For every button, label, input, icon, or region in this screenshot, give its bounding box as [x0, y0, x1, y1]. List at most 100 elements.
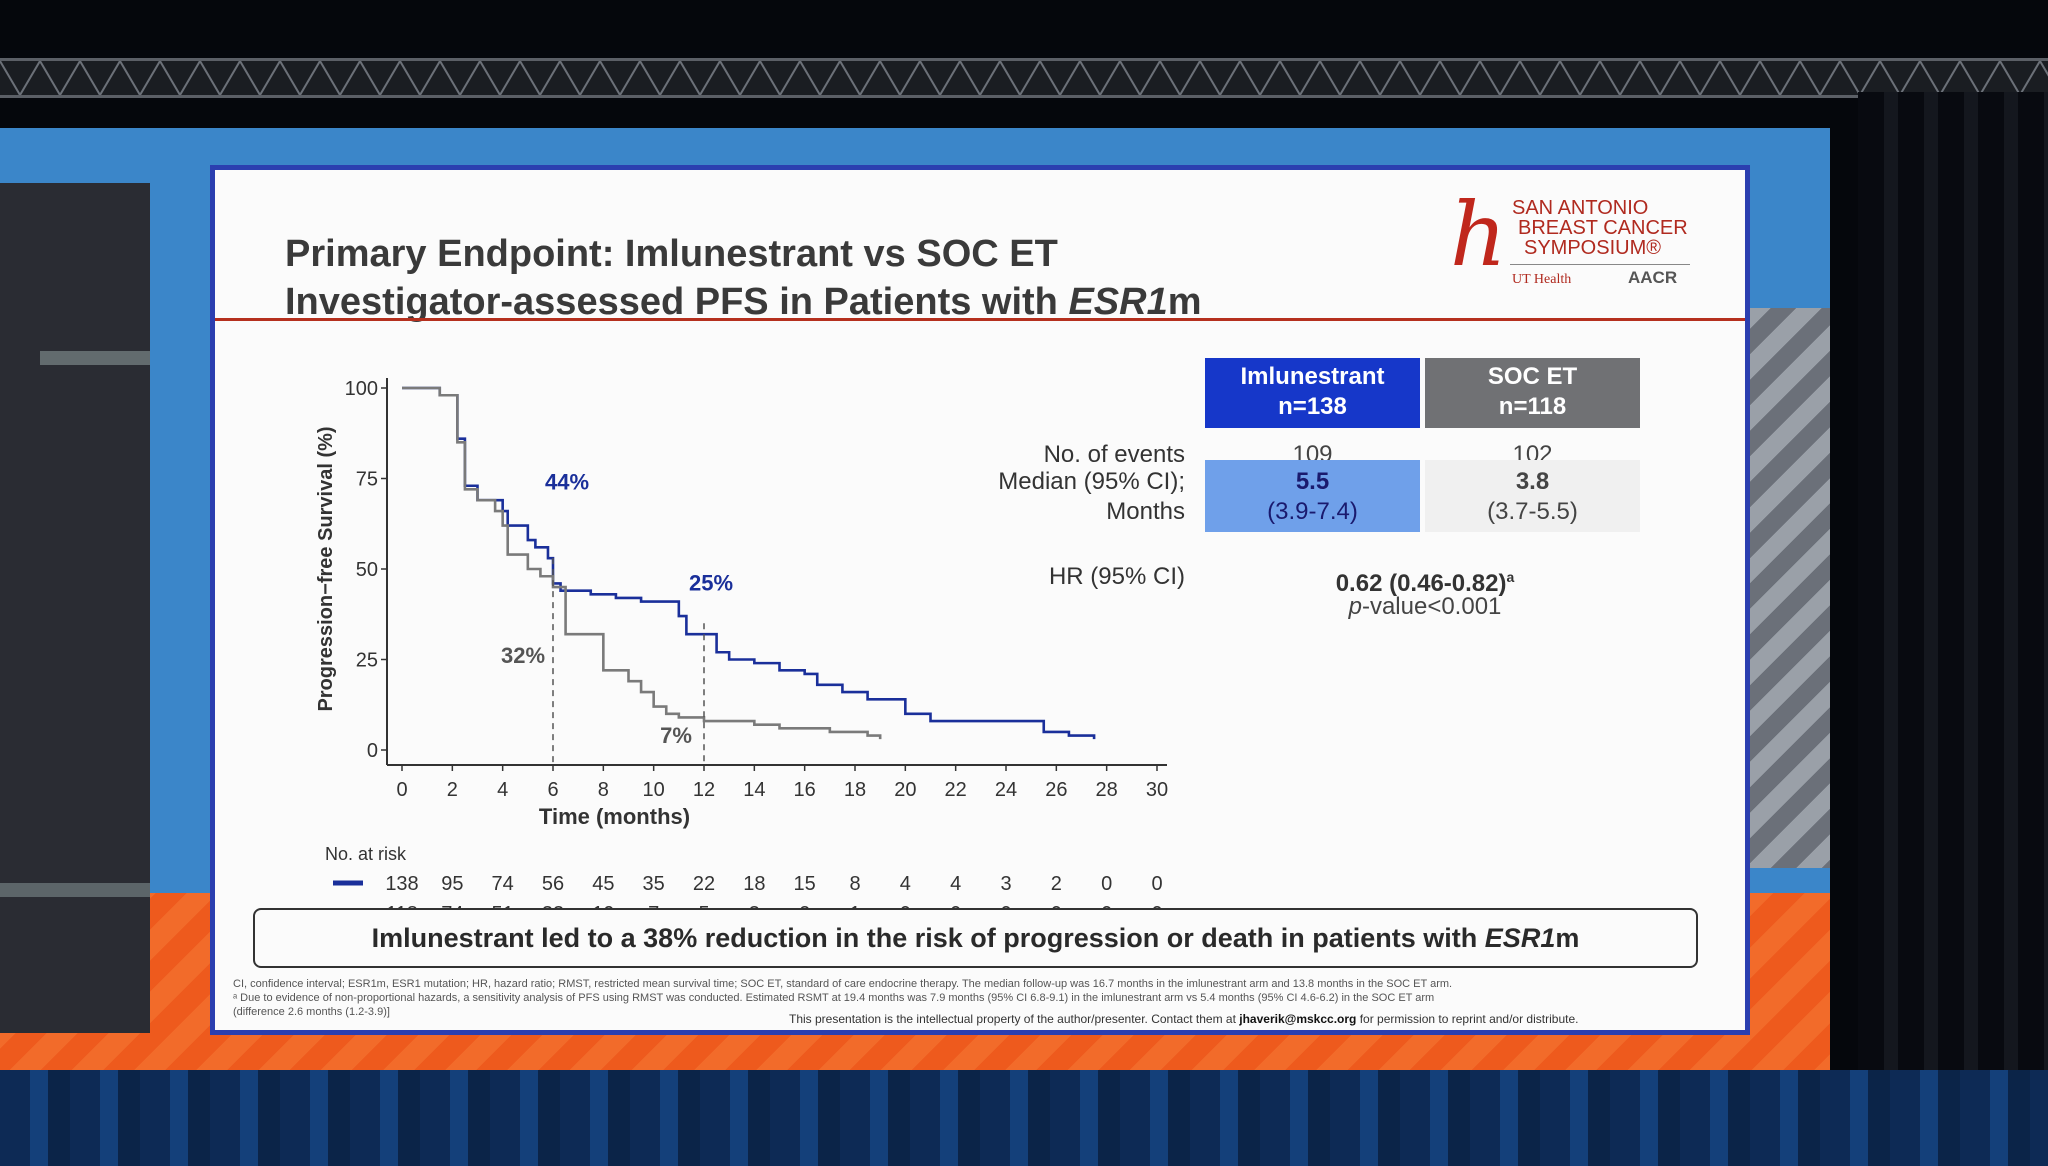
median-imlunestrant: 5.5: [1295, 468, 1330, 495]
risk-value: 95: [441, 873, 463, 895]
x-tick-label: 6: [547, 779, 558, 801]
risk-value: 118: [386, 903, 418, 910]
y-tick-label: 0: [367, 740, 378, 762]
risk-value: 138: [385, 873, 418, 895]
truss-lattice: [0, 61, 2048, 95]
x-tick-label: 30: [1146, 779, 1168, 801]
y-tick-label: 75: [356, 469, 378, 491]
footnote-2: ᵃ Due to evidence of non-proportional ha…: [233, 992, 1435, 1004]
logo-divider: [1510, 264, 1690, 265]
annotation-44pct: 44%: [545, 469, 589, 494]
y-tick-label: 25: [356, 650, 378, 672]
annotation-32pct: 32%: [501, 643, 545, 668]
title-suffix: m: [1167, 281, 1202, 323]
adjacent-screen-glare: [0, 883, 150, 897]
risk-value: 3: [749, 903, 760, 910]
median-soc-ci: (3.7-5.5): [1487, 498, 1578, 525]
risk-value: 74: [441, 903, 463, 910]
x-axis-title: Time (months): [539, 804, 690, 829]
annotation-7pct: 7%: [660, 723, 692, 748]
hr-value: 0.62 (0.46-0.82)a: [1215, 562, 1635, 599]
copyright-email[interactable]: jhaverik@mskcc.org: [1239, 1012, 1357, 1026]
conclusion-text: Imlunestrant led to a 38% reduction in t…: [371, 923, 1485, 953]
p-value-p: p: [1348, 593, 1362, 620]
slide-title: Primary Endpoint: Imlunestrant vs SOC ET…: [285, 230, 1202, 326]
risk-value: 0: [900, 903, 911, 910]
header-soc-n: n=118: [1498, 393, 1567, 420]
x-tick-label: 2: [447, 779, 458, 801]
sabcs-logo: ℎ SAN ANTONIO BREAST CANCER SYMPOSIUM® U…: [1450, 188, 1690, 303]
x-tick-label: 8: [598, 779, 609, 801]
header-soc: SOC ET n=118: [1425, 358, 1640, 428]
title-line-1: Primary Endpoint: Imlunestrant vs SOC ET: [285, 233, 1058, 275]
risk-value: 4: [900, 873, 911, 895]
risk-value: 4: [950, 873, 961, 895]
logo-line-1: SAN ANTONIO: [1512, 197, 1649, 219]
ut-health-logo: UT Health: [1512, 272, 1572, 287]
adjacent-screen-glare: [40, 351, 150, 365]
side-curtain: [1858, 92, 2048, 1072]
conclusion-gene: ESR1: [1484, 923, 1556, 953]
x-tick-label: 24: [995, 779, 1017, 801]
median-soc: 3.8: [1515, 468, 1550, 495]
risk-value: 0: [1101, 873, 1112, 895]
risk-value: 22: [693, 873, 715, 895]
hr-value-text: 0.62 (0.46-0.82): [1335, 570, 1507, 597]
slide: Primary Endpoint: Imlunestrant vs SOC ET…: [210, 165, 1750, 1035]
title-rule: [215, 318, 1745, 321]
events-label: No. of events: [1043, 441, 1185, 468]
risk-value: 0: [1151, 873, 1162, 895]
risk-value: 51: [492, 903, 514, 910]
risk-value: 0: [1151, 903, 1162, 910]
conclusion-suffix: m: [1555, 923, 1580, 953]
risk-value: 56: [542, 873, 564, 895]
risk-value: 33: [542, 903, 564, 910]
header-imlunestrant-name: Imlunestrant: [1240, 363, 1385, 390]
x-tick-label: 18: [844, 779, 866, 801]
x-tick-label: 20: [894, 779, 916, 801]
risk-value: 2: [799, 903, 810, 910]
risk-value: 1: [849, 903, 860, 910]
footnote-3: (difference 2.6 months (1.2-3.9)]: [233, 1006, 390, 1018]
copyright-text: This presentation is the intellectual pr…: [789, 1012, 1240, 1026]
risk-table-title: No. at risk: [325, 844, 407, 864]
conclusion-box: Imlunestrant led to a 38% reduction in t…: [253, 908, 1698, 968]
risk-value: 7: [648, 903, 659, 910]
footnote-1: CI, confidence interval; ESR1m, ESR1 mut…: [233, 978, 1453, 990]
ribbon-logo-icon: ℎ: [1450, 183, 1507, 286]
logo-line-2: BREAST CANCER: [1518, 217, 1688, 239]
risk-value: 15: [794, 873, 816, 895]
risk-value: 35: [643, 873, 665, 895]
median-label-1: Median (95% CI);: [998, 468, 1185, 495]
median-label-2: Months: [1106, 498, 1185, 525]
median-imlunestrant-cell: [1205, 460, 1420, 532]
title-line-2-text: Investigator-assessed PFS in Patients wi…: [285, 281, 1069, 323]
x-tick-label: 22: [945, 779, 967, 801]
x-tick-label: 28: [1096, 779, 1118, 801]
x-tick-label: 0: [396, 779, 407, 801]
adjacent-screen: [0, 183, 150, 1033]
logo-line-3: SYMPOSIUM®: [1524, 237, 1661, 259]
x-tick-label: 14: [743, 779, 765, 801]
hr-label: HR (95% CI): [1048, 563, 1185, 590]
risk-value: 0: [1051, 903, 1062, 910]
risk-value: 3: [1000, 873, 1011, 895]
risk-value: 74: [492, 873, 514, 895]
km-curve-soc-et: [402, 386, 882, 740]
title-line-2: Investigator-assessed PFS in Patients wi…: [285, 278, 1202, 326]
x-tick-label: 10: [643, 779, 665, 801]
aacr-logo: AACR: [1628, 268, 1678, 287]
median-soc-cell: [1425, 460, 1640, 532]
risk-value: 19: [592, 903, 614, 910]
stage-truss: [0, 58, 2048, 98]
copyright-note: This presentation is the intellectual pr…: [789, 1012, 1578, 1026]
km-chart: 0 2 4 6 8 10 12 14 16 18 20 22 24 26 28 300255075100Tim…: [315, 378, 1168, 910]
header-soc-name: SOC ET: [1487, 363, 1578, 390]
hr-footnote-marker: a: [1506, 569, 1515, 585]
median-imlunestrant-ci: (3.9-7.4): [1267, 498, 1358, 525]
x-tick-label: 26: [1045, 779, 1067, 801]
risk-value: 2: [1051, 873, 1062, 895]
stage-curtain: [0, 1070, 2048, 1166]
header-imlunestrant: Imlunestrant n=138: [1205, 358, 1420, 428]
p-value: p-value<0.001: [1215, 592, 1635, 622]
